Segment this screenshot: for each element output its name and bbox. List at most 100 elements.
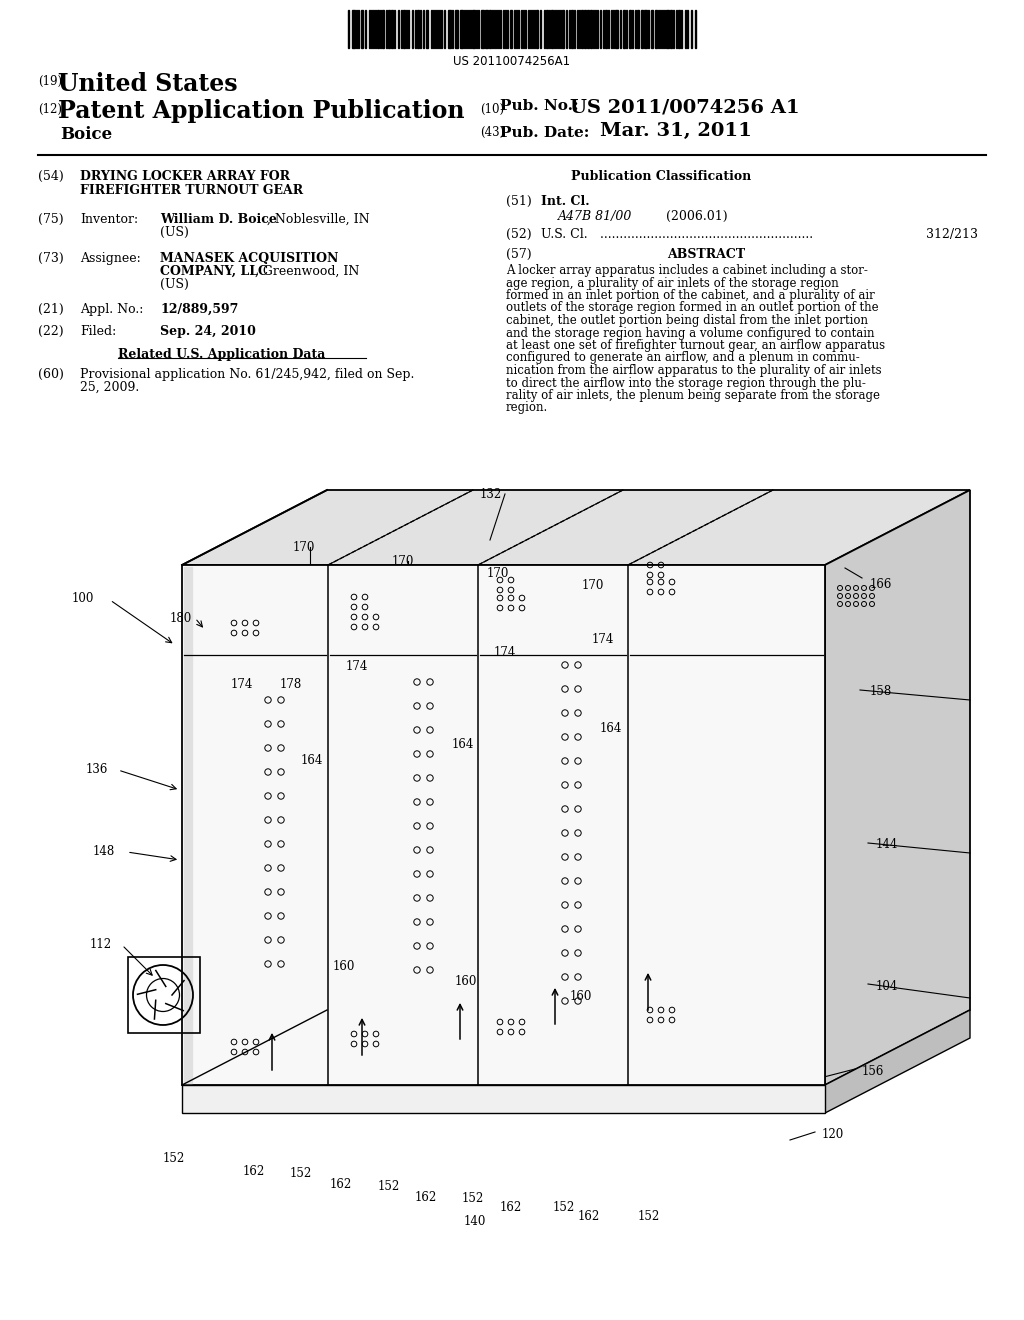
- Text: 178: 178: [280, 678, 302, 690]
- Text: 170: 170: [293, 541, 315, 554]
- Text: ABSTRACT: ABSTRACT: [667, 248, 745, 261]
- Text: U.S. Cl.: U.S. Cl.: [541, 228, 588, 242]
- Bar: [651, 11, 653, 48]
- Polygon shape: [184, 568, 193, 1082]
- Text: 174: 174: [231, 678, 253, 690]
- Bar: [489, 11, 490, 48]
- Text: 170: 170: [392, 554, 415, 568]
- Text: 160: 160: [570, 990, 592, 1003]
- Text: (21): (21): [38, 304, 63, 315]
- Bar: [670, 11, 672, 48]
- Text: cabinet, the outlet portion being distal from the inlet portion: cabinet, the outlet portion being distal…: [506, 314, 868, 327]
- Text: 104: 104: [876, 979, 898, 993]
- Bar: [481, 11, 484, 48]
- Text: (10): (10): [480, 103, 504, 116]
- Bar: [584, 11, 586, 48]
- Text: COMPANY, LLC: COMPANY, LLC: [160, 265, 268, 279]
- Bar: [128, 957, 200, 1034]
- Text: , Noblesville, IN: , Noblesville, IN: [267, 213, 370, 226]
- Text: and the storage region having a volume configured to contain: and the storage region having a volume c…: [506, 326, 874, 339]
- Text: 170: 170: [582, 579, 604, 591]
- Text: 174: 174: [494, 645, 516, 659]
- Bar: [485, 11, 488, 48]
- Polygon shape: [182, 565, 825, 1085]
- Text: to direct the airflow into the storage region through the plu-: to direct the airflow into the storage r…: [506, 376, 866, 389]
- Bar: [571, 11, 573, 48]
- Text: 140: 140: [464, 1214, 486, 1228]
- Text: 148: 148: [93, 845, 116, 858]
- Text: United States: United States: [58, 73, 238, 96]
- Bar: [449, 11, 451, 48]
- Bar: [623, 11, 625, 48]
- Text: 152: 152: [290, 1167, 312, 1180]
- Bar: [678, 11, 680, 48]
- Bar: [615, 11, 618, 48]
- Text: 174: 174: [346, 660, 369, 673]
- Text: age region, a plurality of air inlets of the storage region: age region, a plurality of air inlets of…: [506, 276, 839, 289]
- Text: (75): (75): [38, 213, 63, 226]
- Bar: [377, 11, 379, 48]
- Text: Int. Cl.: Int. Cl.: [541, 195, 590, 209]
- Text: 160: 160: [455, 975, 477, 987]
- Polygon shape: [182, 490, 970, 565]
- Text: DRYING LOCKER ARRAY FOR: DRYING LOCKER ARRAY FOR: [80, 170, 290, 183]
- Bar: [460, 11, 463, 48]
- Bar: [391, 11, 393, 48]
- Text: nication from the airflow apparatus to the plurality of air inlets: nication from the airflow apparatus to t…: [506, 364, 882, 378]
- Text: FIREFIGHTER TURNOUT GEAR: FIREFIGHTER TURNOUT GEAR: [80, 183, 303, 197]
- Text: MANASEK ACQUISITION: MANASEK ACQUISITION: [160, 252, 338, 265]
- Text: (73): (73): [38, 252, 63, 265]
- Text: Patent Application Publication: Patent Application Publication: [58, 99, 465, 123]
- Bar: [551, 11, 553, 48]
- Text: 152: 152: [462, 1192, 484, 1205]
- Text: 312/213: 312/213: [926, 228, 978, 242]
- Text: 160: 160: [333, 960, 355, 973]
- Text: 152: 152: [553, 1201, 575, 1214]
- Text: (2006.01): (2006.01): [666, 210, 728, 223]
- Text: (19): (19): [38, 75, 62, 88]
- Text: rality of air inlets, the plenum being separate from the storage: rality of air inlets, the plenum being s…: [506, 389, 880, 403]
- Text: 164: 164: [452, 738, 474, 751]
- Text: Provisional application No. 61/245,942, filed on Sep.: Provisional application No. 61/245,942, …: [80, 368, 415, 381]
- Bar: [352, 11, 355, 48]
- Bar: [581, 11, 583, 48]
- Text: (12): (12): [38, 103, 62, 116]
- Text: (51): (51): [506, 195, 531, 209]
- Text: 132: 132: [480, 488, 502, 502]
- Polygon shape: [182, 1085, 825, 1113]
- Text: Appl. No.:: Appl. No.:: [80, 304, 143, 315]
- Text: Related U.S. Application Data: Related U.S. Application Data: [118, 348, 326, 360]
- Text: A locker array apparatus includes a cabinet including a stor-: A locker array apparatus includes a cabi…: [506, 264, 868, 277]
- Text: 112: 112: [90, 939, 112, 950]
- Bar: [472, 11, 475, 48]
- Text: 136: 136: [86, 763, 109, 776]
- Text: 170: 170: [487, 568, 509, 579]
- Text: (US): (US): [160, 226, 188, 239]
- Bar: [644, 11, 647, 48]
- Text: .......................................................: ........................................…: [596, 228, 813, 242]
- Text: (22): (22): [38, 325, 63, 338]
- Bar: [590, 11, 592, 48]
- Bar: [605, 11, 607, 48]
- Text: US 20110074256A1: US 20110074256A1: [454, 55, 570, 69]
- Bar: [666, 11, 669, 48]
- Bar: [655, 11, 657, 48]
- Text: 156: 156: [862, 1065, 885, 1078]
- Text: 162: 162: [578, 1210, 600, 1224]
- Text: (US): (US): [160, 279, 188, 290]
- Text: 166: 166: [870, 578, 892, 591]
- Bar: [587, 11, 589, 48]
- Bar: [426, 11, 428, 48]
- Text: (57): (57): [506, 248, 531, 261]
- Text: 162: 162: [243, 1166, 265, 1177]
- Text: 152: 152: [163, 1152, 185, 1166]
- Bar: [403, 11, 406, 48]
- Text: 162: 162: [330, 1177, 352, 1191]
- Polygon shape: [825, 490, 970, 1085]
- Text: 100: 100: [72, 591, 94, 605]
- Text: 25, 2009.: 25, 2009.: [80, 381, 139, 393]
- Text: 174: 174: [592, 634, 614, 645]
- Bar: [417, 11, 419, 48]
- Bar: [637, 11, 639, 48]
- Text: Inventor:: Inventor:: [80, 213, 138, 226]
